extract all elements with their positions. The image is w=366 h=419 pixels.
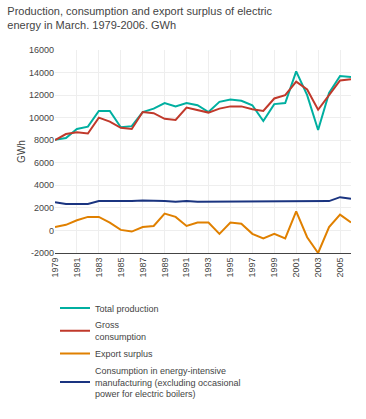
svg-text:2001: 2001 <box>291 258 301 278</box>
svg-text:1997: 1997 <box>247 258 257 278</box>
svg-text:10000: 10000 <box>29 113 54 123</box>
svg-text:16000: 16000 <box>29 45 54 55</box>
svg-text:1991: 1991 <box>181 258 191 278</box>
svg-text:GWh: GWh <box>16 140 27 163</box>
svg-text:14000: 14000 <box>29 68 54 78</box>
svg-text:Grossconsumption: Grossconsumption <box>95 320 146 342</box>
svg-text:Total production: Total production <box>95 304 159 314</box>
svg-text:2005: 2005 <box>335 258 345 278</box>
svg-text:1999: 1999 <box>269 258 279 278</box>
svg-text:1981: 1981 <box>72 258 82 278</box>
svg-text:6000: 6000 <box>34 158 54 168</box>
svg-text:2000: 2000 <box>34 203 54 213</box>
svg-text:1979: 1979 <box>50 258 60 278</box>
svg-text:4000: 4000 <box>34 180 54 190</box>
svg-text:1983: 1983 <box>94 258 104 278</box>
svg-text:1985: 1985 <box>116 258 126 278</box>
svg-text:12000: 12000 <box>29 90 54 100</box>
svg-text:2003: 2003 <box>313 258 323 278</box>
svg-text:Consumption in energy-intensiv: Consumption in energy-intensivemanufactu… <box>95 366 241 399</box>
svg-text:1995: 1995 <box>225 258 235 278</box>
svg-text:8000: 8000 <box>34 135 54 145</box>
svg-text:1989: 1989 <box>160 258 170 278</box>
svg-text:1993: 1993 <box>203 258 213 278</box>
svg-text:1987: 1987 <box>138 258 148 278</box>
svg-text:0: 0 <box>49 226 54 236</box>
svg-text:-2000: -2000 <box>31 248 54 258</box>
svg-text:Production, consumption and ex: Production, consumption and export surpl… <box>7 5 272 31</box>
svg-text:Export surplus: Export surplus <box>95 349 153 359</box>
